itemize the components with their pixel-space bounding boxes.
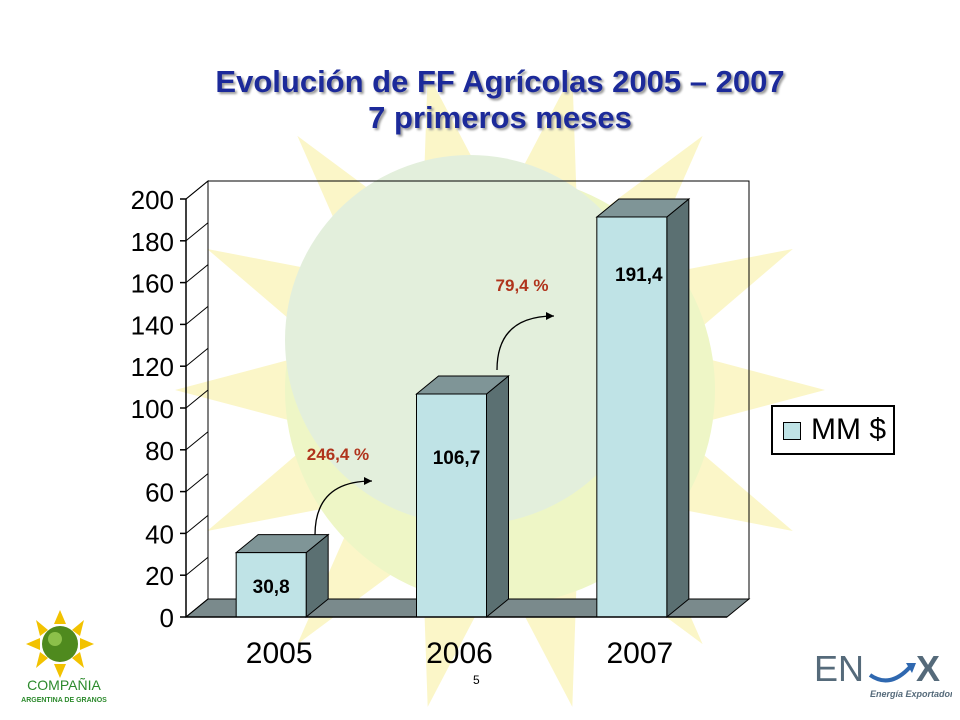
x-tick-label: 2005 <box>246 637 313 670</box>
y-tick-diagonal <box>185 431 209 451</box>
y-tick-label: 100 <box>131 394 174 424</box>
logo-right-x: X <box>916 648 940 689</box>
y-tick-diagonal <box>185 515 209 534</box>
logo-left-line2: ARGENTINA DE GRANOS <box>21 697 107 704</box>
growth-label: 246,4 % <box>307 445 369 464</box>
bar <box>416 393 487 618</box>
data-label: 191,4 <box>615 265 663 286</box>
logo-left-line1: COMPAÑIA <box>27 677 101 693</box>
y-tick-label: 0 <box>160 603 174 633</box>
legend-label: MM $ <box>811 413 886 446</box>
title-line-2: 7 primeros meses <box>368 100 632 135</box>
y-tick-diagonal <box>185 222 209 242</box>
data-label: 30,8 <box>253 577 290 598</box>
sun-ray <box>175 356 303 424</box>
y-tick-label: 60 <box>145 478 174 508</box>
y-tick-diagonal <box>185 473 209 492</box>
company-logo: COMPAÑIA ARGENTINA DE GRANOS <box>21 610 107 704</box>
y-tick-diagonal <box>185 306 209 325</box>
page-number: 5 <box>473 673 480 687</box>
sunflower-icon <box>26 610 94 678</box>
y-tick-label: 180 <box>131 227 174 257</box>
y-tick-label: 80 <box>145 436 174 466</box>
y-tick-diagonal <box>185 598 209 618</box>
enx-logo: EN X Energía Exportadora <box>814 648 952 699</box>
growth-arrowhead <box>364 477 372 485</box>
title-line-1: Evolución de FF Agrícolas 2005 – 2007 <box>215 64 785 99</box>
bar-side <box>486 374 509 619</box>
legend-swatch <box>783 422 801 440</box>
y-tick-diagonal <box>185 180 209 200</box>
y-tick-label: 160 <box>131 269 174 299</box>
y-tick-label: 120 <box>131 352 174 382</box>
legend: MM $ <box>771 405 895 455</box>
y-tick-diagonal <box>185 556 209 576</box>
y-tick-diagonal <box>185 264 209 283</box>
y-tick-label: 140 <box>131 310 174 340</box>
growth-arrow <box>314 480 373 536</box>
y-tick-diagonal <box>185 389 209 409</box>
y-tick-label: 200 <box>131 185 174 215</box>
y-tick-label: 20 <box>145 561 174 591</box>
bar <box>596 216 668 618</box>
growth-label: 79,4 % <box>496 276 549 295</box>
logo-arrow-icon <box>906 663 916 673</box>
x-tick-label: 2007 <box>606 637 673 670</box>
y-tick-diagonal <box>185 347 209 367</box>
x-tick-label: 2006 <box>426 637 493 670</box>
growth-arrowhead <box>546 312 554 320</box>
sun-ray <box>697 356 825 424</box>
chart-title: Evolución de FF Agrícolas 2005 – 2007 7 … <box>0 64 960 136</box>
logo-right-main: EN <box>814 648 864 689</box>
bar <box>235 552 307 618</box>
growth-arrow <box>496 315 555 371</box>
y-tick-label: 40 <box>145 519 174 549</box>
bar-side <box>666 197 690 619</box>
logo-right-sub: Energía Exportadora <box>870 689 952 699</box>
logo-swoosh-icon <box>868 665 912 683</box>
data-label: 106,7 <box>433 448 481 469</box>
